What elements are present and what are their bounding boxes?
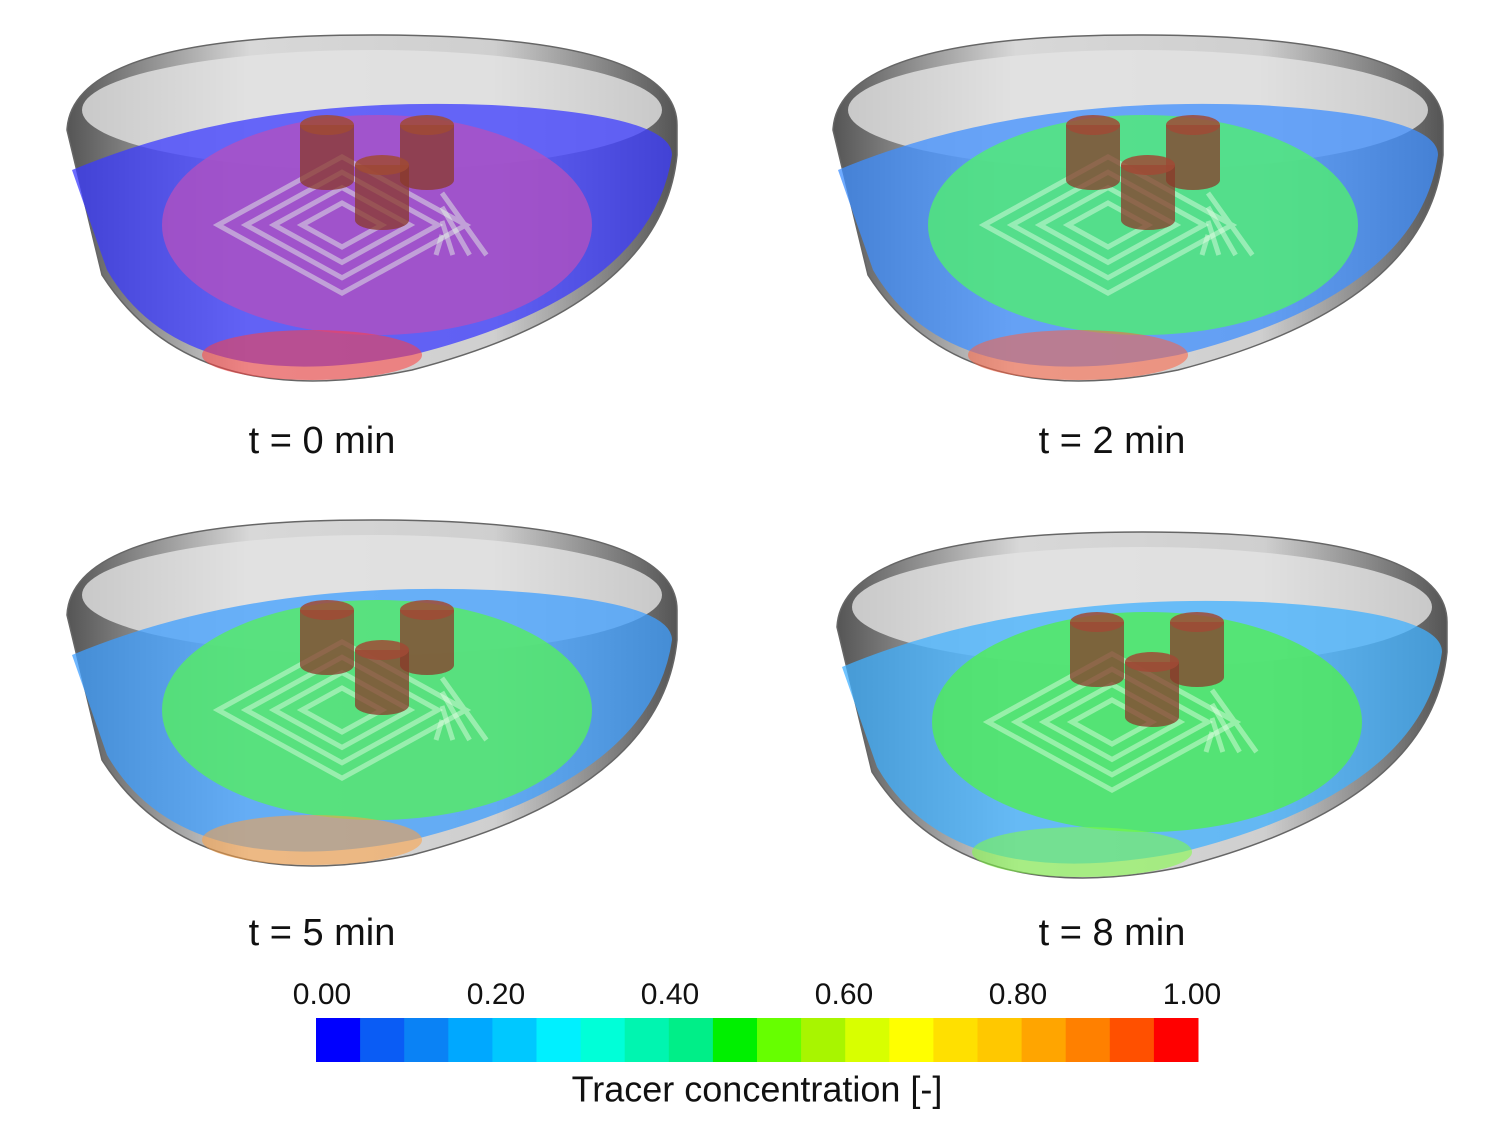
colorbar-tick-label: 0.40: [641, 978, 699, 1011]
colorbar-segment: [933, 1018, 978, 1062]
electrode-top: [300, 600, 354, 620]
time-caption: t = 2 min: [1039, 420, 1186, 462]
time-caption: t = 0 min: [249, 420, 396, 462]
colorbar-segment: [977, 1018, 1023, 1062]
electrode-top: [355, 155, 409, 175]
fluid-bottom: [968, 330, 1188, 380]
electrode: [355, 165, 409, 230]
electrode: [1166, 125, 1220, 190]
colorbar-segment: [1109, 1018, 1155, 1062]
colorbar-segment: [624, 1018, 670, 1062]
electrode-top: [300, 115, 354, 135]
electrode-top: [400, 115, 454, 135]
electrode-top: [1166, 115, 1220, 135]
colorbar-segment: [668, 1018, 714, 1062]
colorbar-tick-label: 1.00: [1163, 978, 1221, 1011]
electrode: [300, 610, 354, 675]
reactor-render: t = 8 min: [836, 531, 1448, 954]
colorbar-segment: [757, 1018, 802, 1062]
colorbar-segment: [404, 1018, 449, 1062]
electrode: [1066, 125, 1120, 190]
electrode: [300, 125, 354, 190]
colorbar-segment: [448, 1018, 493, 1062]
colorbar-tick-label: 0.20: [467, 978, 525, 1011]
reactor-render: t = 2 min: [832, 34, 1444, 462]
heater-coil: [1034, 184, 1222, 266]
electrode-top: [1070, 612, 1124, 632]
electrode: [1121, 165, 1175, 230]
colorbar: 0.00 0.20 0.40 0.60 0.80 1.00: [293, 978, 1221, 1062]
electrode-top: [355, 640, 409, 660]
colorbar-tick-label: 0.00: [293, 978, 351, 1011]
electrode: [1170, 622, 1224, 687]
heater-coil: [1006, 169, 1238, 281]
fluid-bottom: [202, 815, 422, 865]
colorbar-tick-label: 0.60: [815, 978, 873, 1011]
colorbar-segment: [1021, 1018, 1067, 1062]
electrode: [400, 610, 454, 675]
heater-coil: [240, 169, 472, 281]
electrode: [355, 650, 409, 715]
electrode: [1125, 662, 1179, 727]
heater-coil: [1010, 666, 1242, 778]
heater-coil: [1038, 681, 1226, 763]
time-caption: t = 5 min: [249, 912, 396, 954]
colorbar-segment: [1153, 1018, 1199, 1062]
electrode-top: [400, 600, 454, 620]
colorbar-segment: [536, 1018, 582, 1062]
heater-coil: [268, 669, 456, 751]
colorbar-segment: [316, 1018, 361, 1062]
colorbar-segment: [492, 1018, 537, 1062]
colorbar-title: Tracer concentration [-]: [572, 1069, 943, 1110]
electrode: [400, 125, 454, 190]
fluid-bottom: [202, 330, 422, 380]
electrode-top: [1170, 612, 1224, 632]
panels: t = 0 min t = 2 min t = 5 min t = 8 min: [66, 34, 1448, 954]
time-caption: t = 8 min: [1039, 912, 1186, 954]
colorbar-segment: [712, 1018, 758, 1062]
colorbar-segment: [580, 1018, 626, 1062]
colorbar-segment: [360, 1018, 405, 1062]
electrode-top: [1121, 155, 1175, 175]
colorbar-segment: [889, 1018, 934, 1062]
reactor-render: t = 5 min: [66, 519, 678, 954]
heater-coil: [240, 654, 472, 766]
colorbar-tick-label: 0.80: [989, 978, 1047, 1011]
heater-coil: [268, 184, 456, 266]
electrode: [1070, 622, 1124, 687]
fluid-bottom: [972, 827, 1192, 877]
electrode-top: [1066, 115, 1120, 135]
reactor-render: t = 0 min: [66, 34, 678, 462]
colorbar-segment: [1065, 1018, 1111, 1062]
colorbar-segment: [845, 1018, 890, 1062]
colorbar-segment: [801, 1018, 846, 1062]
electrode-top: [1125, 652, 1179, 672]
